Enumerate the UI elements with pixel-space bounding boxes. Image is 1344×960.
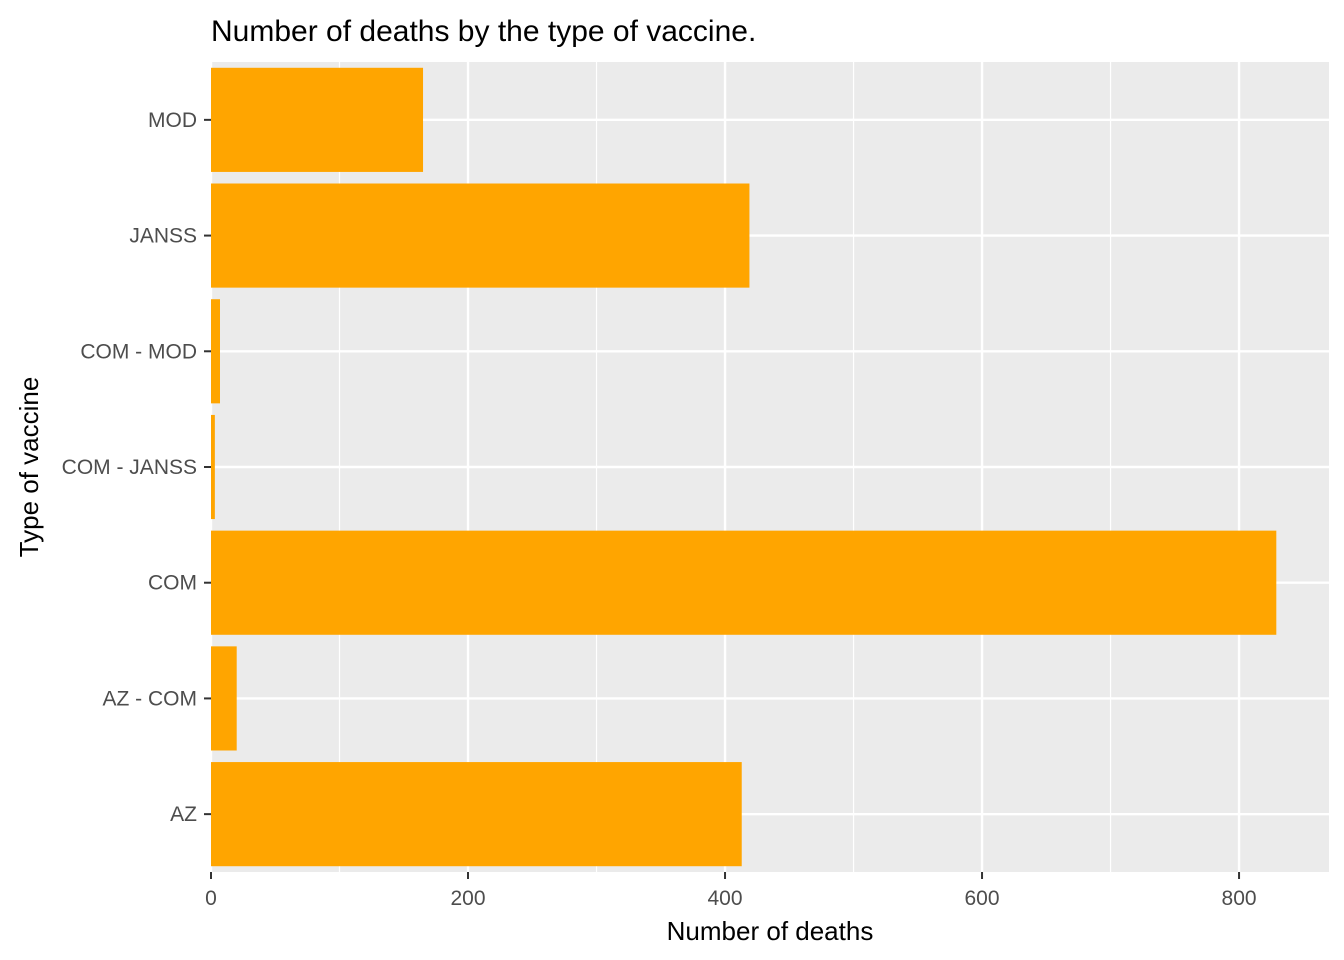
y-axis-title: Type of vaccine (14, 377, 44, 558)
x-axis: 0 200 400 600 800 (205, 872, 1257, 910)
chart-title: Number of deaths by the type of vaccine. (211, 15, 756, 48)
y-tick-label: MOD (148, 109, 197, 132)
bar-az (211, 762, 742, 867)
y-tick-label: COM (148, 572, 197, 595)
bar-mod (211, 67, 424, 172)
bar-janss (211, 183, 750, 288)
y-tick-label: AZ - COM (103, 687, 198, 710)
x-tick-label: 0 (205, 887, 217, 910)
x-tick-label: 400 (707, 887, 742, 910)
y-tick-label: COM - MOD (80, 340, 197, 363)
x-axis-title: Number of deaths (667, 916, 874, 946)
bar-com (211, 530, 1277, 635)
y-tick-label: AZ (170, 803, 197, 826)
y-tick-label: JANSS (129, 225, 197, 248)
bar-com-janss (211, 414, 215, 520)
bar-az-com (211, 646, 237, 751)
bar-com-mod (211, 299, 220, 404)
x-tick-label: 600 (965, 887, 1000, 910)
x-tick-label: 800 (1222, 887, 1257, 910)
x-tick-label: 200 (450, 887, 485, 910)
bars (211, 67, 1277, 867)
y-tick-label: COM - JANSS (62, 456, 197, 479)
y-axis: AZ AZ - COM COM COM - JANSS COM - MOD JANSS MO… (62, 109, 211, 826)
